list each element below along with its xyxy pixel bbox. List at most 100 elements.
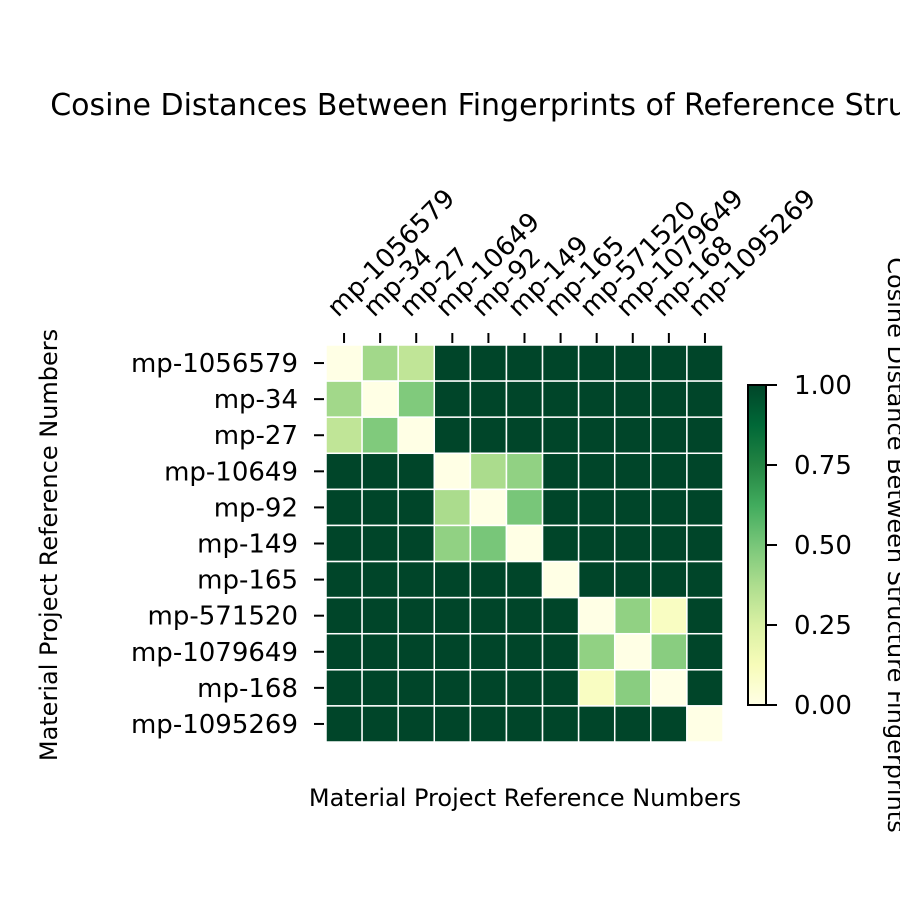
heatmap-cell bbox=[686, 488, 724, 527]
heatmap-cell bbox=[397, 488, 436, 527]
heatmap-cell bbox=[505, 344, 544, 382]
heatmap-cell bbox=[505, 380, 544, 418]
heatmap-cell bbox=[505, 632, 544, 671]
heatmap-cell bbox=[397, 596, 436, 635]
heatmap-cell bbox=[469, 560, 508, 599]
heatmap-cell bbox=[505, 416, 544, 455]
heatmap-cell bbox=[650, 452, 688, 491]
heatmap-cell bbox=[361, 344, 399, 382]
heatmap-cell bbox=[325, 632, 363, 671]
y-tick-label: mp-1079649 bbox=[131, 638, 298, 668]
heatmap-cell bbox=[361, 416, 399, 455]
heatmap-cell bbox=[325, 669, 363, 707]
heatmap-cell bbox=[613, 452, 652, 491]
heatmap-cell bbox=[433, 560, 472, 599]
y-tick-label: mp-1095269 bbox=[131, 710, 298, 740]
heatmap-cell bbox=[433, 344, 472, 382]
heatmap-cell bbox=[469, 705, 508, 743]
heatmap-cell bbox=[469, 344, 508, 382]
heatmap-cell bbox=[433, 524, 472, 563]
heatmap-cell bbox=[613, 344, 652, 382]
heatmap-cell bbox=[650, 705, 688, 743]
heatmap-cell bbox=[613, 596, 652, 635]
heatmap-cell bbox=[541, 669, 580, 707]
y-tick-label: mp-10649 bbox=[164, 457, 298, 487]
heatmap-cell bbox=[577, 705, 616, 743]
heatmap-cell bbox=[325, 524, 363, 563]
heatmap-cell bbox=[577, 669, 616, 707]
heatmap-cell bbox=[613, 488, 652, 527]
heatmap-cell bbox=[686, 524, 724, 563]
chart-title: Cosine Distances Between Fingerprints of… bbox=[50, 88, 900, 123]
heatmap-cell bbox=[541, 452, 580, 491]
heatmap-cell bbox=[686, 705, 724, 743]
y-tick-label: mp-165 bbox=[197, 566, 298, 596]
heatmap-cell bbox=[686, 344, 724, 382]
heatmap-cell bbox=[361, 524, 399, 563]
heatmap-cells bbox=[325, 344, 724, 743]
heatmap-cell bbox=[650, 560, 688, 599]
heatmap-cell bbox=[686, 669, 724, 707]
heatmap-cell bbox=[686, 380, 724, 418]
heatmap-cell bbox=[577, 632, 616, 671]
heatmap-cell bbox=[397, 669, 436, 707]
heatmap-cell bbox=[469, 488, 508, 527]
heatmap-cell bbox=[397, 452, 436, 491]
colorbar-label: Cosine Distance Between Structure Finger… bbox=[882, 257, 900, 832]
heatmap-cell bbox=[325, 416, 363, 455]
heatmap-cell bbox=[361, 669, 399, 707]
heatmap-cell bbox=[686, 596, 724, 635]
heatmap-cell bbox=[577, 524, 616, 563]
heatmap-cell bbox=[577, 380, 616, 418]
colorbar-tick-label: 0.75 bbox=[794, 451, 852, 481]
heatmap-cell bbox=[541, 416, 580, 455]
heatmap-cell bbox=[361, 452, 399, 491]
colorbar-gradient bbox=[747, 384, 767, 706]
heatmap-cell bbox=[361, 380, 399, 418]
heatmap-cell bbox=[433, 452, 472, 491]
heatmap-cell bbox=[505, 488, 544, 527]
heatmap-cell bbox=[650, 632, 688, 671]
heatmap-cell bbox=[541, 524, 580, 563]
heatmap-cell bbox=[361, 560, 399, 599]
heatmap-cell bbox=[613, 524, 652, 563]
heatmap-cell bbox=[541, 632, 580, 671]
heatmap-cell bbox=[325, 380, 363, 418]
heatmap-cell bbox=[361, 705, 399, 743]
heatmap-cell bbox=[469, 452, 508, 491]
heatmap-cell bbox=[469, 524, 508, 563]
heatmap-cell bbox=[325, 560, 363, 599]
x-axis-ticks: mp-1056579mp-34mp-27mp-10649mp-92mp-149m… bbox=[322, 184, 822, 343]
heatmap-cell bbox=[577, 560, 616, 599]
y-tick-label: mp-1056579 bbox=[131, 349, 298, 379]
heatmap-cell bbox=[541, 705, 580, 743]
heatmap-cell bbox=[650, 380, 688, 418]
heatmap-cell bbox=[433, 380, 472, 418]
heatmap-cell bbox=[397, 380, 436, 418]
heatmap-cell bbox=[469, 416, 508, 455]
y-tick-label: mp-571520 bbox=[148, 602, 298, 632]
heatmap-cell bbox=[505, 669, 544, 707]
colorbar-tick-label: 0.00 bbox=[794, 691, 852, 721]
colorbar: 0.00 0.25 0.50 0.75 1.00 bbox=[747, 371, 852, 721]
heatmap-cell bbox=[577, 452, 616, 491]
heatmap-cell bbox=[469, 596, 508, 635]
heatmap-cell bbox=[613, 380, 652, 418]
heatmap-cell bbox=[577, 596, 616, 635]
heatmap-cell bbox=[577, 488, 616, 527]
heatmap-cell bbox=[541, 560, 580, 599]
heatmap-cell bbox=[397, 344, 436, 382]
heatmap-cell bbox=[650, 344, 688, 382]
heatmap-cell bbox=[325, 705, 363, 743]
heatmap-cell bbox=[325, 488, 363, 527]
heatmap-cell bbox=[469, 669, 508, 707]
colorbar-tick-label: 0.50 bbox=[794, 531, 852, 561]
heatmap-cell bbox=[613, 705, 652, 743]
heatmap-cell bbox=[469, 632, 508, 671]
x-axis-label: Material Project Reference Numbers bbox=[309, 784, 741, 812]
heatmap-cell bbox=[433, 669, 472, 707]
heatmap-cell bbox=[541, 488, 580, 527]
heatmap-cell bbox=[361, 632, 399, 671]
heatmap-cell bbox=[686, 452, 724, 491]
heatmap-cell bbox=[505, 560, 544, 599]
